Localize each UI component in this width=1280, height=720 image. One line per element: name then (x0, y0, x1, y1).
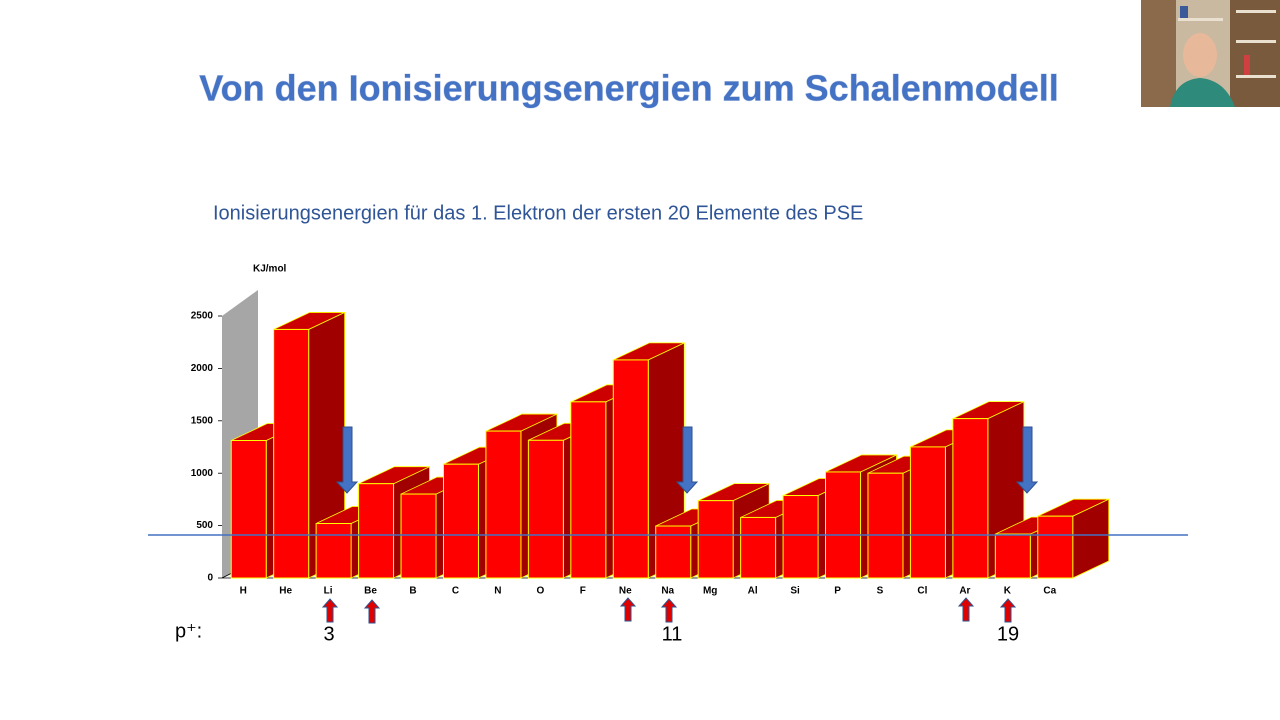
bar (442, 463, 479, 579)
bar (952, 418, 989, 579)
bar (909, 446, 946, 579)
bar (1037, 515, 1074, 579)
bar (994, 533, 1031, 579)
bar (867, 472, 904, 579)
y-axis-label: KJ/mol (253, 264, 287, 275)
webcam (1141, 0, 1280, 107)
x-tick-label: Be (364, 586, 377, 597)
x-tick-label: K (1004, 586, 1012, 597)
x-tick-label: B (409, 586, 416, 597)
y-tick-label: 2500 (191, 311, 214, 322)
x-tick-label: S (877, 586, 884, 597)
proton-number: 3 (323, 623, 334, 645)
x-tick-label: P (834, 586, 841, 597)
bar (315, 523, 352, 579)
x-tick-label: Ne (619, 586, 632, 597)
proton-label: p⁺: (175, 620, 202, 642)
x-tick-label: F (580, 586, 586, 597)
slide-title: Von den Ionisierungsenergien zum Schalen… (199, 68, 1058, 109)
x-tick-label: Ca (1043, 586, 1056, 597)
bar (485, 430, 522, 579)
bar (782, 495, 819, 579)
bar (230, 440, 267, 579)
x-tick-label: C (452, 586, 459, 597)
y-tick-label: 0 (207, 573, 213, 584)
bar (825, 471, 862, 579)
x-tick-label: N (494, 586, 501, 597)
down-arrows (335, 426, 1039, 494)
bars (230, 311, 1110, 579)
y-tick-label: 2000 (191, 363, 214, 374)
bar (358, 483, 395, 579)
proton-number: 19 (997, 623, 1019, 645)
up-arrows (321, 597, 1017, 624)
chart-subtitle: Ionisierungsenergien für das 1. Elektron… (213, 202, 863, 224)
x-tick-label: Al (748, 586, 758, 597)
x-tick-label: Mg (703, 586, 717, 597)
x-tick-label: Na (661, 586, 674, 597)
x-tick-label: He (279, 586, 292, 597)
y-tick-label: 1500 (191, 415, 214, 426)
bar (273, 328, 310, 579)
bar (697, 500, 734, 579)
bar (400, 493, 437, 579)
bar (740, 516, 777, 579)
x-tick-label: Li (324, 586, 333, 597)
bar (570, 401, 607, 579)
y-tick-label: 1000 (191, 468, 214, 479)
bar (527, 439, 564, 579)
y-tick-label: 500 (196, 520, 213, 531)
x-tick-label: Ar (959, 586, 970, 597)
x-tick-label: Si (790, 586, 800, 597)
bar (655, 525, 692, 579)
bar (612, 359, 649, 579)
x-tick-label: O (536, 586, 544, 597)
proton-number: 11 (662, 623, 683, 645)
x-tick-label: H (240, 586, 247, 597)
x-tick-label: Cl (917, 586, 927, 597)
